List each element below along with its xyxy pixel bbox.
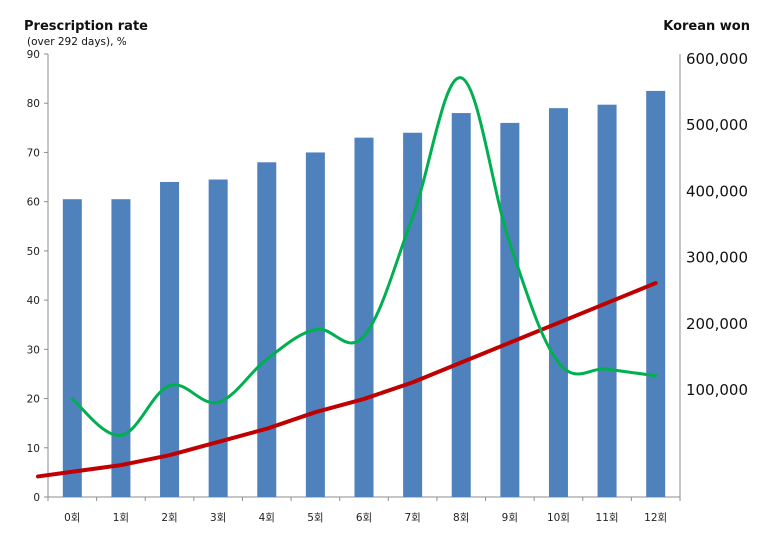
left-tick-label: 30: [27, 344, 40, 356]
right-tick-label: 200,000: [686, 315, 748, 333]
bar: [62, 199, 82, 497]
x-tick-label: 4회: [259, 512, 275, 524]
bar: [354, 137, 374, 497]
right-tick-label: 400,000: [686, 182, 748, 200]
bar: [208, 179, 228, 497]
bar: [403, 132, 423, 497]
bar: [160, 181, 180, 497]
left-tick-label: 70: [27, 147, 40, 159]
bar: [257, 162, 277, 498]
x-tick-label: 12회: [644, 512, 667, 524]
left-tick-label: 50: [27, 246, 40, 258]
left-tick-label: 40: [27, 295, 40, 307]
bar: [451, 113, 471, 498]
x-tick-label: 10회: [547, 512, 570, 524]
x-tick-label: 2회: [161, 512, 177, 524]
left-tick-label: 60: [27, 197, 40, 209]
left-tick-label: 90: [27, 49, 40, 61]
x-tick-label: 9회: [502, 512, 518, 524]
cost-line: [70, 76, 658, 437]
x-tick-label: 8회: [453, 512, 469, 524]
bar: [111, 199, 131, 497]
left-tick-label: 80: [27, 98, 40, 110]
left-axis-subtitle: (over 292 days), %: [27, 36, 127, 48]
x-tick-label: 6회: [356, 512, 372, 524]
right-axis-title: Korean won: [663, 19, 750, 34]
x-tick-label: 1회: [113, 512, 129, 524]
bar: [646, 90, 666, 498]
x-tick-label: 5회: [307, 512, 323, 524]
bar: [500, 122, 520, 498]
x-tick-label: 0회: [64, 512, 80, 524]
x-tick-label: 7회: [404, 512, 420, 524]
x-tick-label: 3회: [210, 512, 226, 524]
right-tick-label: 300,000: [686, 249, 748, 267]
x-tick-label: 11회: [596, 512, 619, 524]
left-axis-title: Prescription rate: [24, 19, 148, 34]
trend-line: [36, 281, 658, 479]
left-tick-label: 0: [33, 492, 40, 504]
right-tick-label: 100,000: [686, 381, 748, 399]
bar: [548, 108, 568, 498]
left-tick-label: 20: [27, 394, 40, 406]
bar: [305, 152, 325, 497]
right-tick-label: 600,000: [686, 50, 748, 68]
left-tick-label: 10: [27, 443, 40, 455]
right-tick-label: 500,000: [686, 116, 748, 134]
